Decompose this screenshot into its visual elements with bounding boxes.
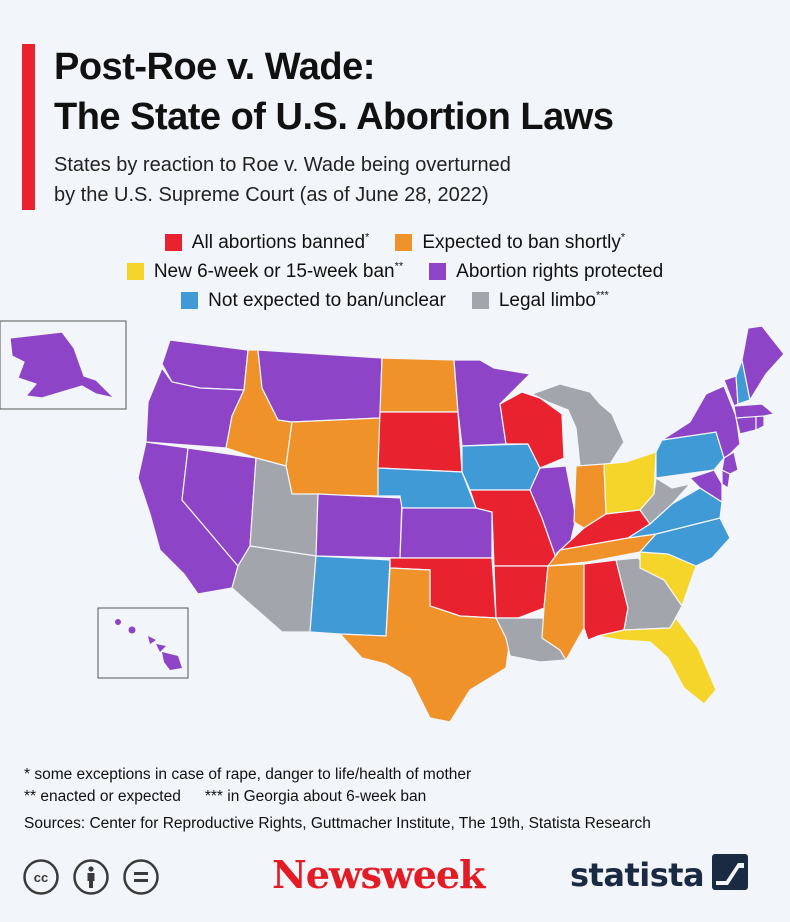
state-MA — [733, 403, 776, 419]
legend-swatch-limbo — [471, 292, 489, 309]
state-WY — [285, 417, 381, 497]
legend-swatch-not-expected — [181, 292, 199, 309]
legend-row: New 6-week or 15-week ban** Abortion rig… — [0, 257, 790, 286]
legend-label-new-ban: New 6-week or 15-week ban** — [153, 260, 404, 282]
subtitle-line-2: by the U.S. Supreme Court (as of June 28… — [54, 184, 489, 206]
state-RI — [755, 415, 765, 431]
state-TX — [338, 567, 511, 723]
footnote-enacted: ** enacted or expected — [24, 788, 181, 805]
legend-row: All abortions banned* Expected to ban sh… — [0, 228, 790, 257]
legend-item-banned: All abortions banned* — [164, 231, 370, 254]
state-SD — [377, 411, 463, 473]
alaska-inset-frame — [0, 320, 127, 410]
state-MD — [688, 469, 723, 504]
page-title: Post-Roe v. Wade: The State of U.S. Abor… — [54, 42, 614, 142]
legend-item-new-ban: New 6-week or 15-week ban** — [126, 260, 404, 283]
state-KS — [399, 507, 493, 559]
state-WV — [639, 476, 692, 525]
state-IA — [461, 443, 541, 491]
legend-item-protected: Abortion rights protected — [429, 261, 663, 283]
title-line-2: The State of U.S. Abortion Laws — [54, 96, 614, 138]
statista-mark-icon — [712, 854, 749, 895]
license-icons: cc — [22, 858, 160, 901]
hawaii-inset-frame — [97, 607, 189, 679]
svg-text:cc: cc — [34, 870, 48, 885]
statista-wordmark: statista — [570, 855, 705, 894]
newsweek-logo: Newsweek — [272, 852, 485, 897]
state-AZ — [231, 545, 317, 633]
subtitle: States by reaction to Roe v. Wade being … — [54, 150, 511, 210]
legend-row: Not expected to ban/unclear Legal limbo*… — [0, 286, 790, 315]
creative-commons-icon: cc — [22, 858, 60, 901]
legend-label-limbo: Legal limbo*** — [498, 289, 609, 311]
state-NJ — [721, 451, 739, 475]
state-ME — [741, 325, 785, 402]
state-NM — [309, 555, 391, 637]
state-ND — [379, 357, 459, 413]
state-MI — [530, 383, 625, 467]
footer: cc Newsweek statista — [0, 852, 790, 912]
state-NY — [661, 385, 741, 459]
legend-swatch-new-ban — [126, 263, 144, 280]
state-CT — [735, 415, 757, 435]
state-AR — [493, 565, 549, 619]
legend-swatch-expected-ban — [395, 234, 413, 251]
state-MT — [257, 349, 383, 423]
legend-label-protected: Abortion rights protected — [456, 260, 664, 282]
statista-logo: statista — [570, 854, 749, 895]
state-AK — [9, 331, 116, 400]
legend-swatch-protected — [429, 263, 447, 280]
footnote-exceptions: * some exceptions in case of rape, dange… — [24, 766, 472, 783]
legend-item-expected-ban: Expected to ban shortly* — [395, 232, 625, 254]
title-line-1: Post-Roe v. Wade: — [54, 46, 375, 88]
no-derivatives-icon — [122, 858, 160, 901]
us-map — [0, 320, 785, 723]
sources: Sources: Center for Reproductive Rights,… — [24, 815, 651, 832]
state-CO — [315, 493, 403, 559]
footnote-georgia: *** in Georgia about 6-week ban — [204, 788, 427, 805]
legend: All abortions banned* Expected to ban sh… — [0, 228, 790, 315]
footnotes: * some exceptions in case of rape, dange… — [24, 764, 651, 835]
state-FL — [597, 616, 717, 705]
accent-bar — [22, 44, 35, 210]
state-HI — [115, 619, 182, 670]
attribution-icon — [72, 858, 110, 901]
subtitle-line-1: States by reaction to Roe v. Wade being … — [54, 154, 511, 176]
legend-label-expected-ban: Expected to ban shortly* — [422, 231, 626, 253]
legend-label-not-expected: Not expected to ban/unclear — [208, 289, 446, 311]
legend-label-banned: All abortions banned* — [191, 231, 370, 253]
footnote-row: ** enacted or expected *** in Georgia abo… — [24, 786, 651, 808]
legend-item-not-expected: Not expected to ban/unclear — [181, 290, 446, 312]
legend-item-limbo: Legal limbo*** — [471, 289, 609, 312]
legend-swatch-banned — [164, 234, 182, 251]
state-WI — [499, 391, 565, 469]
